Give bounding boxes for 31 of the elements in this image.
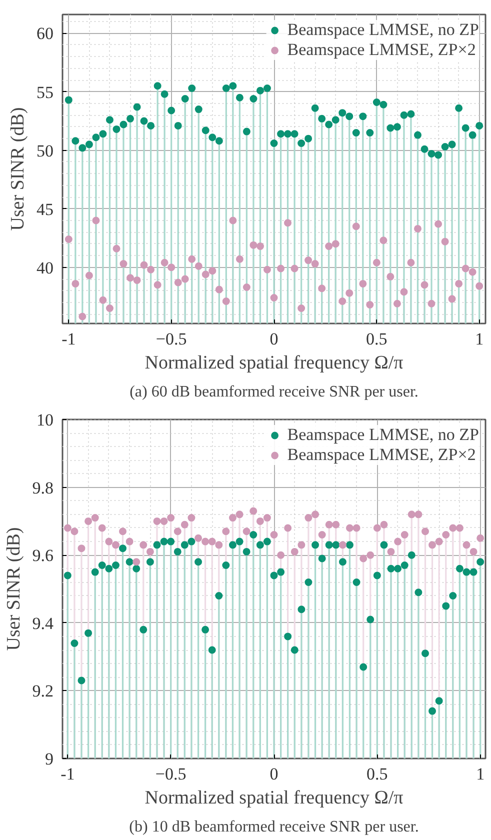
y-tick-label: 55: [36, 82, 54, 102]
x-tick-label: −0.5: [155, 764, 186, 784]
x-axis-title: Normalized spatial frequency Ω/π: [144, 352, 404, 374]
x-tick-label: −0.5: [156, 330, 187, 348]
legend-label: Beamspace LMMSE, no ZP: [287, 425, 479, 445]
y-tick-label: 9.6: [32, 546, 54, 566]
x-tick-label: 1: [475, 330, 484, 348]
y-tick-label: 45: [36, 200, 54, 219]
y-tick-label: 9.2: [32, 682, 54, 701]
y-tick-label: 9.4: [32, 614, 54, 633]
y-axis-title: User SINR (dB): [8, 107, 28, 231]
y-axis-title: User SINR (dB): [3, 527, 24, 651]
x-tick-label: 1: [476, 764, 485, 784]
y-tick-label: 9: [45, 750, 54, 768]
x-tick-label: 0.5: [366, 764, 388, 784]
x-tick-label: -1: [62, 330, 76, 348]
text: (a) 60 dB beamformed receive SNR per user.: [130, 384, 418, 400]
y-tick-label: 40: [36, 258, 54, 278]
x-tick-label: 0: [270, 764, 278, 784]
y-tick-label: 60: [36, 24, 54, 44]
x-tick-label: 0: [270, 330, 278, 348]
x-axis-title: Normalized spatial frequency Ω/π: [144, 788, 404, 808]
text: (b) 10 dB beamformed receive SNR per user.: [129, 818, 419, 836]
y-tick-label: 10: [36, 410, 54, 430]
legend-label: Beamspace LMMSE, ZP×2: [287, 445, 476, 465]
legend-label: Beamspace LMMSE, ZP×2: [287, 40, 476, 60]
y-tick-label: 9.8: [32, 478, 54, 498]
legend-label: Beamspace LMMSE, no ZP: [287, 20, 479, 40]
x-tick-label: -1: [60, 764, 75, 784]
y-tick-label: 50: [36, 141, 54, 160]
x-tick-label: 0.5: [366, 330, 388, 348]
